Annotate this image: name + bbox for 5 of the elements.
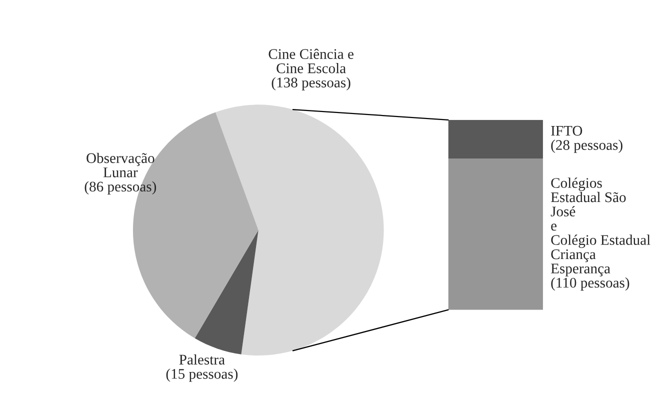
series-label: IFTO (28 pessoas) (551, 126, 622, 153)
slice-label: Cine Ciência e Cine Escola (138 pessoas) (268, 48, 354, 90)
series-label: Colégios Estadual São José e Colégio Estadual Criança Esperança (110 pessoas) (550, 178, 650, 291)
slice-label: Observação Lunar (86 pessoas) (84, 152, 156, 195)
slice-label: Palestra (15 pessoas) (166, 354, 238, 382)
